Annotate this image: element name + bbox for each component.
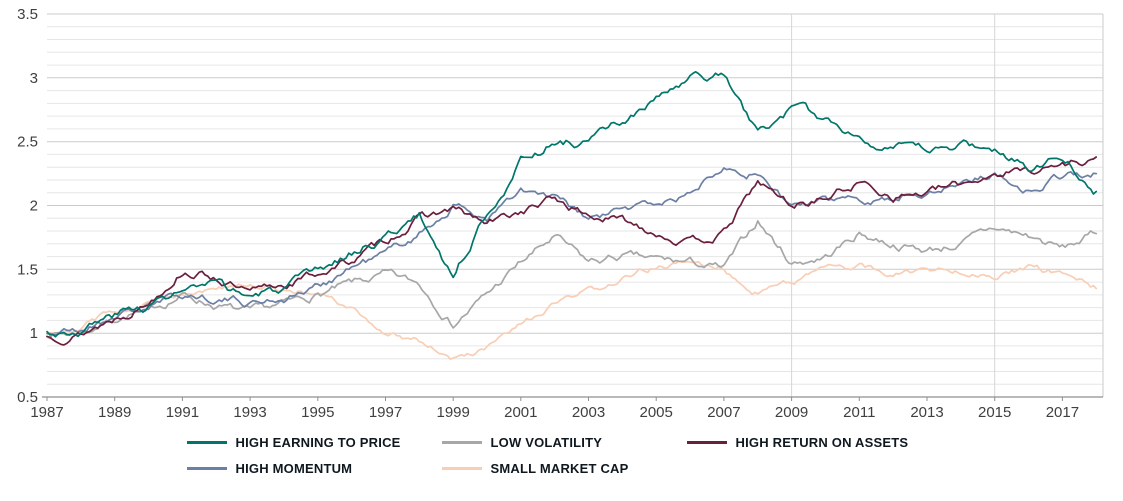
legend-label: LOW VOLATILITY (490, 435, 603, 450)
legend-swatch (441, 467, 482, 470)
x-tick-label: 1989 (98, 404, 131, 421)
x-tick-label: 1993 (233, 404, 266, 421)
x-tick-label: 1991 (166, 404, 199, 421)
x-tick-label: 1995 (301, 404, 334, 421)
y-tick-label: 3 (30, 70, 38, 87)
x-tick-label: 2015 (978, 404, 1011, 421)
x-tick-label: 1999 (437, 404, 470, 421)
y-tick-label: 1.5 (17, 261, 38, 278)
legend-label: SMALL MARKET CAP (490, 461, 629, 476)
legend-item-low-volatility: LOW VOLATILITY (441, 435, 687, 450)
series-line-high-earning-to-price (46, 70, 1098, 338)
series-line-high-momentum (46, 167, 1098, 336)
chart-canvas: 1987 1989 1991 1993 1995 1997 1999 2001 2003 2005… (17, 6, 1104, 421)
x-tick-label: 2003 (572, 404, 605, 421)
series-line-high-return-on-assets (46, 156, 1098, 346)
y-tick-label: 2.5 (17, 134, 38, 151)
x-tick-label: 2013 (910, 404, 943, 421)
legend-label: HIGH MOMENTUM (235, 461, 353, 476)
y-tick-label: 1 (30, 325, 38, 342)
legend-swatch (441, 441, 482, 444)
x-tick-label: 1987 (30, 404, 63, 421)
series-line-small-market-cap (46, 260, 1098, 361)
legend-item-high-momentum: HIGH MOMENTUM (186, 461, 442, 476)
series-line-low-volatility (46, 220, 1098, 340)
x-tick-label: 2009 (775, 404, 808, 421)
x-tick-label: 2001 (504, 404, 537, 421)
x-tick-label: 2007 (707, 404, 740, 421)
legend-swatch (186, 441, 227, 444)
x-tick-label: 2017 (1046, 404, 1079, 421)
y-tick-label: 3.5 (17, 6, 38, 23)
legend-item-high-return-on-assets: HIGH RETURN ON ASSETS (686, 435, 937, 450)
legend-item-small-market-cap: SMALL MARKET CAP (441, 461, 687, 476)
y-tick-label: 0.5 (17, 389, 38, 406)
legend-label: HIGH RETURN ON ASSETS (735, 435, 909, 450)
y-tick-label: 2 (30, 198, 38, 215)
x-tick-label: 1997 (369, 404, 402, 421)
legend-swatch (686, 441, 727, 444)
x-tick-label: 2011 (843, 404, 875, 421)
chart-legend: HIGH EARNING TO PRICE LOW VOLATILITY HIGH … (186, 435, 937, 476)
x-tick-label: 2005 (640, 404, 673, 421)
legend-item-high-earning-to-price: HIGH EARNING TO PRICE (186, 435, 442, 450)
legend-swatch (186, 467, 227, 470)
legend-label: HIGH EARNING TO PRICE (235, 435, 401, 450)
